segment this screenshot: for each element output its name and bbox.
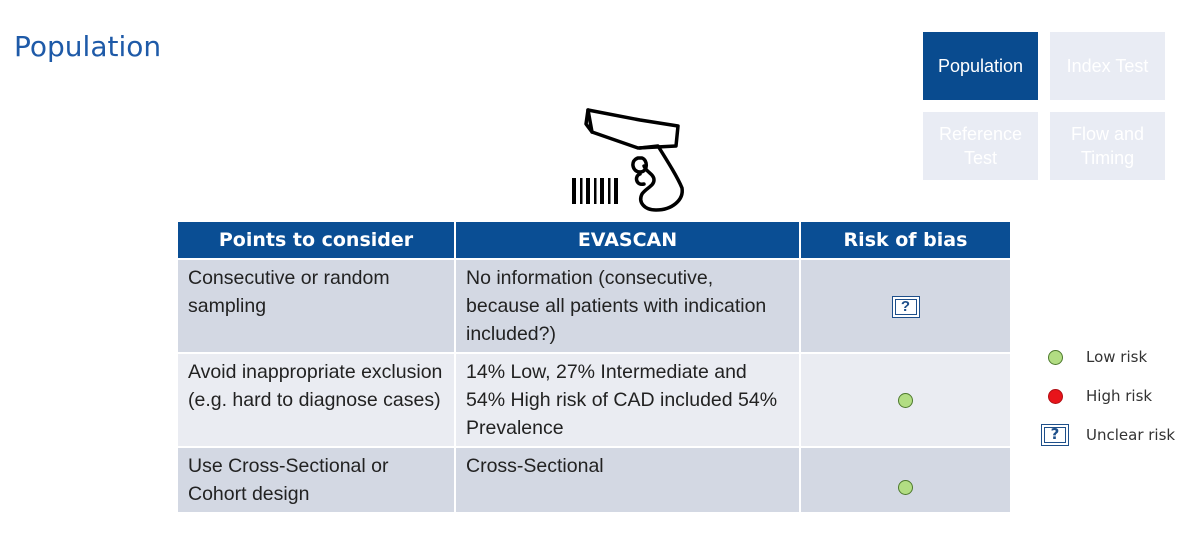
legend-item-low: Low risk bbox=[1040, 346, 1190, 368]
legend-item-high: High risk bbox=[1040, 385, 1190, 407]
risk-cell bbox=[800, 446, 1010, 512]
point-cell: Consecutive or random sampling bbox=[178, 258, 456, 353]
nav-tab-index-test-label: Index Test bbox=[1066, 56, 1149, 76]
unclear-risk-icon: ? bbox=[891, 295, 920, 318]
risk-of-bias-table: Points to consider EVASCAN Risk of bias … bbox=[178, 222, 1010, 512]
risk-cell bbox=[800, 352, 1010, 447]
evascan-cell: Cross-Sectional bbox=[455, 446, 801, 512]
nav-tab-flow-timing[interactable]: Flow and Timing bbox=[1050, 112, 1165, 180]
nav-tab-population[interactable]: Population bbox=[923, 32, 1038, 100]
legend: Low risk High risk ? Unclear risk bbox=[1040, 346, 1190, 463]
column-header-points: Points to consider bbox=[178, 222, 456, 259]
nav-tab-index-test[interactable]: Index Test bbox=[1050, 32, 1165, 100]
low-risk-icon bbox=[898, 480, 913, 496]
high-risk-icon bbox=[1047, 388, 1063, 404]
low-risk-icon bbox=[898, 393, 913, 409]
barcode-scanner-icon bbox=[572, 108, 684, 212]
legend-label-low: Low risk bbox=[1086, 348, 1148, 366]
unclear-risk-icon: ? bbox=[1041, 424, 1069, 446]
legend-label-high: High risk bbox=[1086, 387, 1153, 405]
table-row: Consecutive or random sampling No inform… bbox=[178, 258, 1010, 353]
nav-tab-reference-test-label: Reference Test bbox=[938, 124, 1023, 168]
column-header-risk: Risk of bias bbox=[800, 222, 1010, 259]
point-cell: Avoid inappropriate exclusion (e.g. hard… bbox=[178, 352, 456, 447]
nav-tab-population-label: Population bbox=[937, 56, 1024, 76]
low-risk-icon bbox=[1047, 349, 1063, 365]
point-cell: Use Cross-Sectional or Cohort design bbox=[178, 446, 456, 512]
table-row: Avoid inappropriate exclusion (e.g. hard… bbox=[178, 352, 1010, 447]
legend-item-unclear: ? Unclear risk bbox=[1040, 424, 1190, 446]
nav-tab-flow-timing-label: Flow and Timing bbox=[1070, 124, 1145, 168]
nav-tab-reference-test[interactable]: Reference Test bbox=[923, 112, 1038, 180]
risk-cell: ? bbox=[800, 258, 1010, 353]
column-header-evascan: EVASCAN bbox=[455, 222, 801, 259]
evascan-cell: No information (consecutive, because all… bbox=[455, 258, 801, 353]
table-header-row: Points to consider EVASCAN Risk of bias bbox=[178, 222, 1010, 259]
evascan-cell: 14% Low, 27% Intermediate and 54% High r… bbox=[455, 352, 801, 447]
table-row: Use Cross-Sectional or Cohort design Cro… bbox=[178, 446, 1010, 512]
legend-label-unclear: Unclear risk bbox=[1086, 426, 1176, 444]
page-title: Population bbox=[14, 30, 162, 63]
